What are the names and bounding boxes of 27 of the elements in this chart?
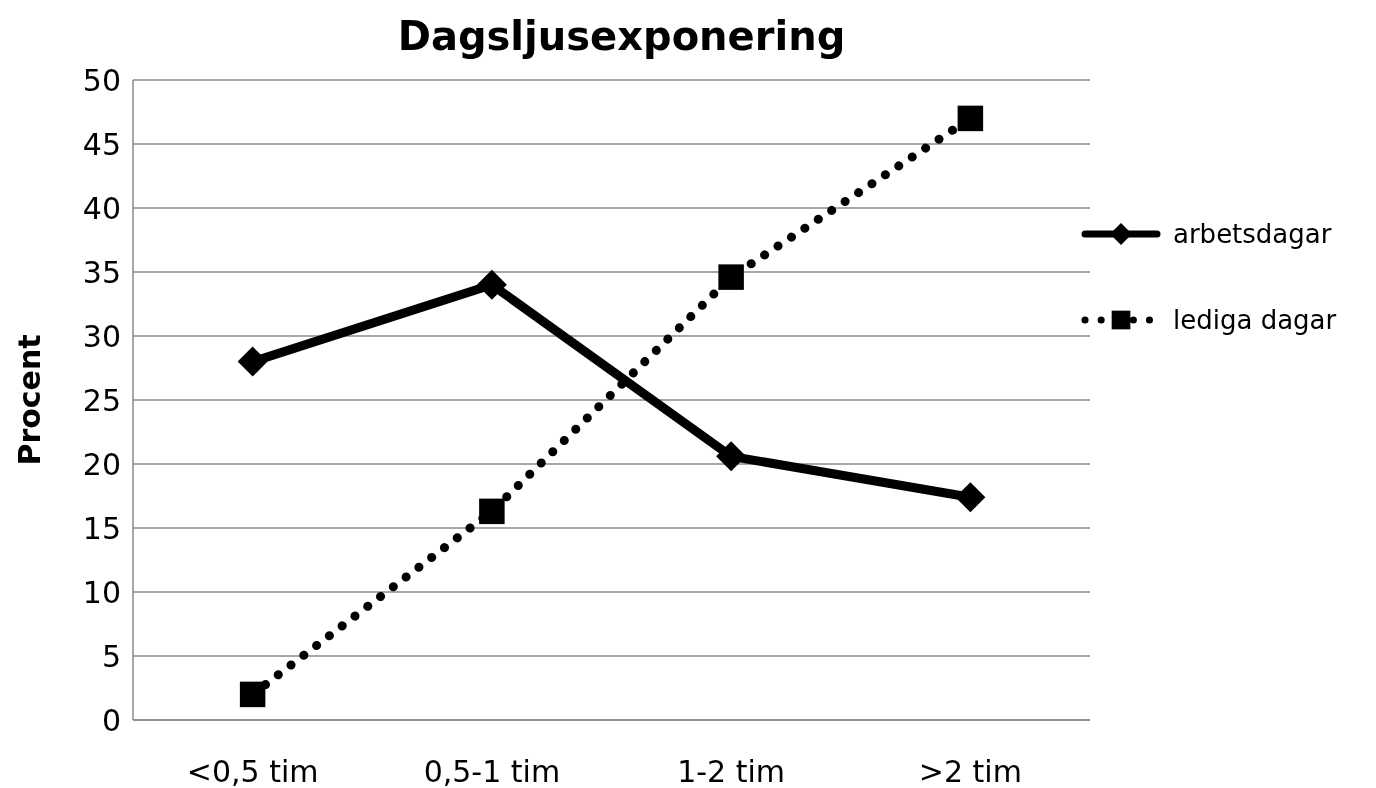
y-tick-label: 30	[82, 318, 121, 354]
y-tick-label: 40	[82, 190, 121, 226]
chart-title: Dagsljusexponering	[397, 13, 846, 59]
point	[476, 269, 507, 300]
y-tick-label: 35	[82, 254, 121, 290]
point	[716, 441, 747, 472]
point	[237, 346, 268, 377]
point	[479, 498, 505, 525]
x-tick-label: 1-2 tim	[677, 754, 786, 788]
y-tick-label: 0	[101, 702, 121, 738]
y-tick-label: 45	[82, 126, 121, 162]
y-tick-label: 15	[82, 510, 121, 546]
y-tick-label: 20	[82, 446, 121, 482]
point	[718, 264, 744, 290]
y-tick-label: 25	[82, 382, 121, 418]
legend-label: arbetsdagar	[1173, 219, 1332, 250]
y-tick-label: 50	[82, 62, 121, 98]
point	[955, 482, 986, 513]
y-axis-title: Procent	[12, 334, 47, 466]
point	[239, 681, 266, 708]
legend-label: lediga dagar	[1173, 305, 1337, 336]
y-tick-label: 5	[101, 638, 121, 674]
point	[957, 105, 984, 132]
y-tick-label: 10	[82, 574, 121, 610]
x-tick-label: 0,5-1 tim	[423, 754, 561, 788]
x-tick-label: <0,5 tim	[186, 754, 319, 788]
x-tick-label: >2 tim	[918, 754, 1022, 788]
